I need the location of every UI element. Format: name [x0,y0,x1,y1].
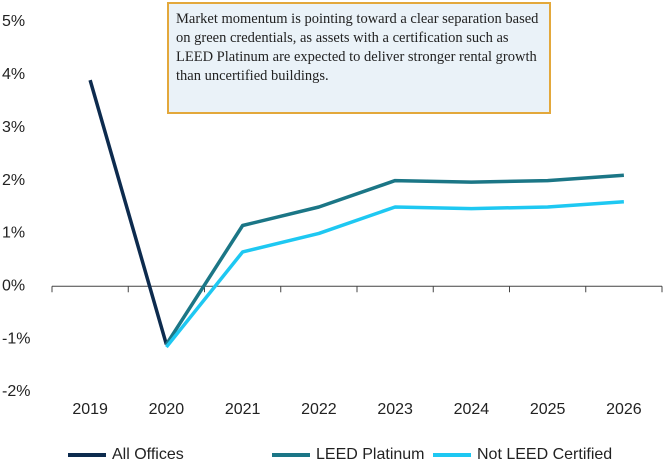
x-tick-label: 2026 [606,401,642,418]
series-line [164,173,624,346]
x-tick-label: 2023 [377,401,413,418]
x-tick-label: 2019 [72,401,108,418]
legend-label: LEED Platinum [316,446,425,463]
x-tick-label: 2021 [225,401,261,418]
x-tick-label: 2022 [301,401,337,418]
legend-label: Not LEED Certified [477,446,612,463]
x-tick-label: 2025 [530,401,566,418]
y-tick-label: -1% [2,330,30,347]
legend-label: All Offices [112,446,184,463]
x-tick-label: 2020 [149,401,185,418]
y-tick-label: 1% [2,225,25,242]
annotation: Market momentum is pointing toward a cle… [167,2,551,114]
series-line [88,79,169,345]
series-line [165,199,624,349]
y-tick-label: 0% [2,278,25,295]
y-tick-label: 5% [2,13,25,30]
y-tick-label: -2% [2,383,30,400]
y-tick-label: 2% [2,172,25,189]
y-tick-label: 3% [2,119,25,136]
y-tick-label: 4% [2,66,25,83]
x-tick-label: 2024 [454,401,490,418]
